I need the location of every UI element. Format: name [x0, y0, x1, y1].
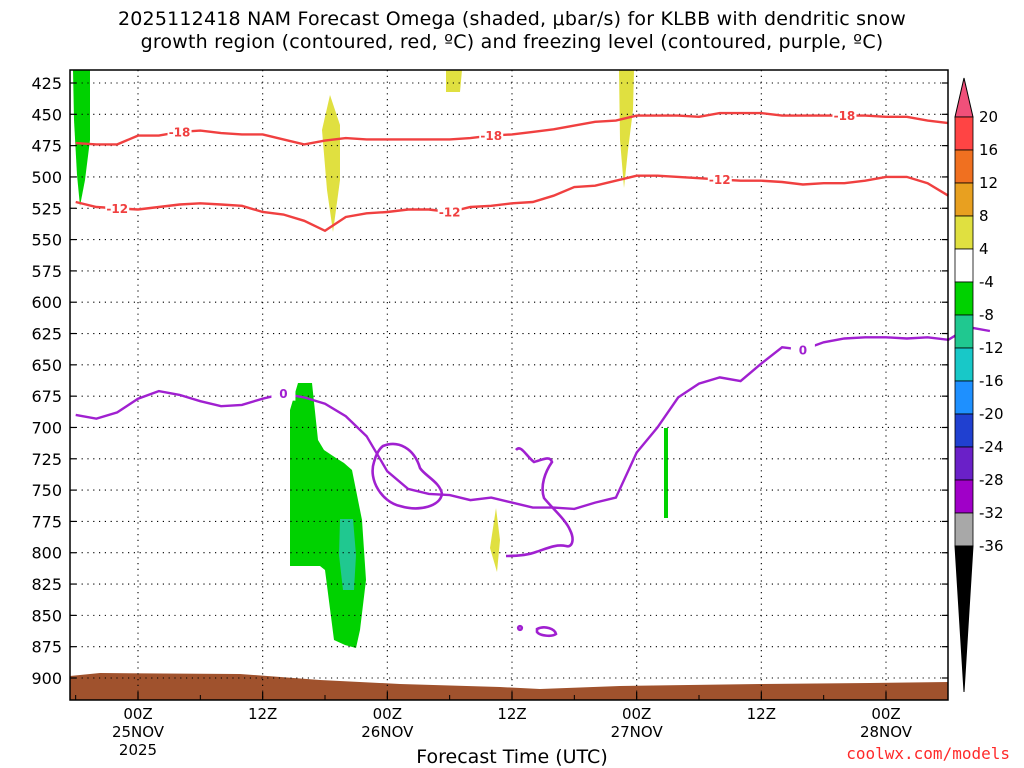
colorbar-label: 12 [979, 174, 998, 192]
x-tick-date: 28NOV [860, 723, 913, 741]
colorbar-swatch [954, 314, 974, 349]
colorbar-swatch [954, 215, 974, 250]
y-tick-label: 675 [31, 387, 62, 406]
colorbar-label: 8 [979, 207, 989, 225]
colorbar-bottom-arrow [954, 545, 974, 693]
colorbar-label: -4 [979, 273, 994, 291]
x-tick-label: 12Z [747, 705, 776, 723]
colorbar-swatch [954, 116, 974, 151]
contour-labels: -18 -18 -18 -12 -12 -12 0 0 [105, 108, 857, 401]
contour-label-bg [790, 342, 815, 357]
colorbar-swatch [954, 446, 974, 481]
chart-title-line2: growth region (contoured, red, ºC) and f… [140, 31, 884, 53]
colorbar-swatch [954, 281, 974, 316]
contour-label: 0 [279, 387, 287, 401]
colorbar-label: 20 [979, 108, 998, 126]
x-tick-label: 00Z [871, 705, 900, 723]
y-tick-label: 575 [31, 262, 62, 281]
y-tick-label: 725 [31, 450, 62, 469]
contour-label-bg [167, 124, 192, 139]
y-tick-label: 750 [31, 481, 62, 500]
y-tick-label: 550 [31, 231, 62, 250]
contour-label-bg [707, 172, 732, 187]
y-tick-label: 850 [31, 606, 62, 625]
x-tick-label: 00Z [622, 705, 651, 723]
colorbar-swatch [954, 182, 974, 217]
x-tick-date: 25NOV [112, 723, 165, 741]
colorbar-label: -24 [979, 438, 1004, 456]
x-axis-label: Forecast Time (UTC) [416, 746, 608, 768]
y-tick-label: 600 [31, 293, 62, 312]
y-tick-label: 625 [31, 325, 62, 344]
y-tick-label: 650 [31, 356, 62, 375]
x-tick-year: 2025 [119, 741, 157, 759]
colorbar: 20 16 12 8 4 -4 -8 -12 -16 -20 -24 -28 -32 -36 [954, 77, 1004, 693]
y-tick-label: 525 [31, 199, 62, 218]
contour-lines [75, 111, 991, 511]
y-tick-label: 800 [31, 544, 62, 563]
colorbar-label: -16 [979, 372, 1004, 390]
terrain-ground [70, 673, 948, 700]
y-tick-label: 475 [31, 137, 62, 156]
y-tick-label: 450 [31, 105, 62, 124]
y-tick-label: 825 [31, 575, 62, 594]
y-tick-label: 900 [31, 669, 62, 688]
colorbar-label: -8 [979, 306, 994, 324]
freezing-level-closed-contours [371, 442, 574, 638]
colorbar-label: -32 [979, 504, 1004, 522]
credit-text: coolwx.com/models [846, 744, 1010, 763]
contour-label: 0 [799, 343, 807, 357]
chart-title-line1: 2025112418 NAM Forecast Omega (shaded, μ… [117, 8, 907, 30]
contour-label: -18 [480, 129, 502, 143]
contour-label: -18 [169, 125, 191, 139]
colorbar-swatch [954, 149, 974, 184]
contour-0 [75, 326, 991, 511]
colorbar-label: 16 [979, 141, 998, 159]
x-tick-label: 00Z [123, 705, 152, 723]
contour-label: -12 [439, 206, 461, 220]
colorbar-swatch [954, 479, 974, 514]
colorbar-label: 4 [979, 240, 989, 258]
contour-label-bg [105, 201, 130, 216]
contour-label-bg [832, 108, 857, 123]
x-tick-label: 12Z [248, 705, 277, 723]
colorbar-label: -28 [979, 471, 1004, 489]
contour-label-bg [437, 205, 462, 220]
colorbar-top-arrow [954, 77, 974, 118]
colorbar-swatch [954, 380, 974, 415]
omega-shading [73, 70, 668, 648]
contour-label: -18 [834, 109, 856, 123]
x-tick-label: 12Z [497, 705, 526, 723]
colorbar-label: -12 [979, 339, 1004, 357]
y-axis: 425 450 475 500 525 550 575 600 625 650 675 700 725 7… [31, 74, 948, 688]
colorbar-label: -36 [979, 537, 1004, 555]
plot-frame [69, 69, 949, 701]
x-tick-label: 00Z [373, 705, 402, 723]
colorbar-swatch [954, 512, 974, 547]
colorbar-label: -20 [979, 405, 1004, 423]
y-tick-label: 700 [31, 418, 62, 437]
colorbar-swatch [954, 248, 974, 283]
y-tick-label: 875 [31, 638, 62, 657]
y-tick-label: 775 [31, 512, 62, 531]
contour-minus12 [75, 174, 949, 233]
y-tick-label: 425 [31, 74, 62, 93]
x-tick-date: 27NOV [611, 723, 664, 741]
contour-label-bg [479, 128, 504, 143]
grid-lines [70, 70, 948, 700]
contour-label: -12 [709, 173, 731, 187]
contour-minus18 [75, 111, 949, 146]
colorbar-swatch [954, 347, 974, 382]
contour-label: -12 [106, 202, 128, 216]
x-tick-date: 26NOV [361, 723, 414, 741]
colorbar-swatch [954, 413, 974, 448]
y-tick-label: 500 [31, 168, 62, 187]
contour-label-bg [271, 386, 296, 401]
